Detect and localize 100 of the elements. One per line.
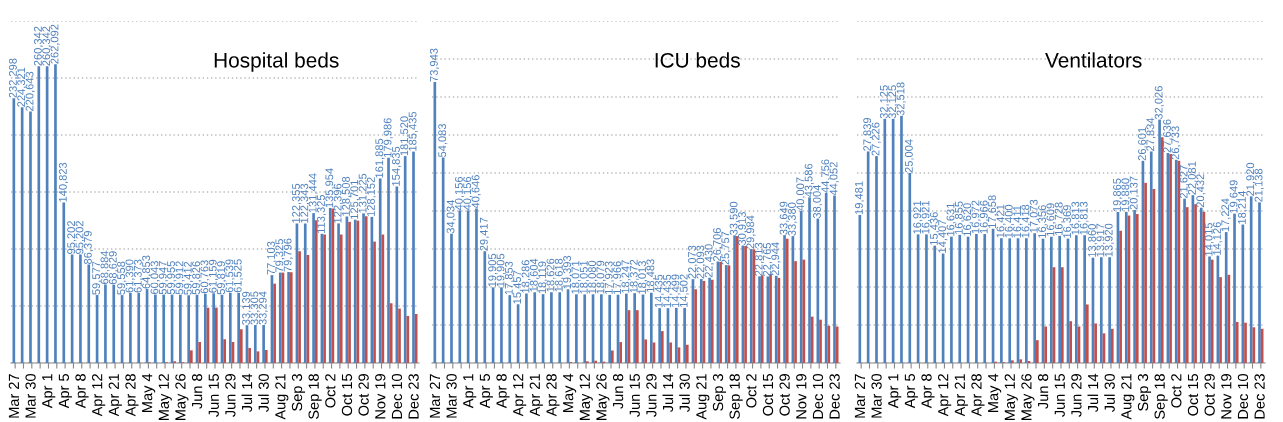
x-tick-label: May 26 xyxy=(596,374,610,421)
x-tick-label: Dec 23 xyxy=(408,374,419,419)
data-label: 44,052 xyxy=(829,162,839,196)
data-label: 18,071 xyxy=(571,260,581,294)
data-label: 16,356 xyxy=(1038,205,1048,238)
data-label: 59,947 xyxy=(158,261,168,295)
bar xyxy=(387,157,390,363)
bar xyxy=(37,66,41,363)
data-label: 95,202 xyxy=(67,221,77,254)
data-label: 232,298 xyxy=(8,58,19,98)
bar xyxy=(575,294,578,363)
x-tick-label: Apr 1 xyxy=(42,374,56,409)
data-label: 18,119 xyxy=(538,261,548,294)
x-tick-label: Jun 29 xyxy=(1071,374,1082,417)
data-label: 27,834 xyxy=(1146,117,1156,151)
bar xyxy=(273,283,276,363)
x-tick-label: Apr 1 xyxy=(888,374,902,409)
data-label: 131,444 xyxy=(308,173,318,213)
data-label: 26,601 xyxy=(1138,127,1148,161)
data-label: 14,502 xyxy=(679,274,689,308)
data-label: 79,325 xyxy=(275,239,285,272)
data-label: 33,294 xyxy=(258,291,268,325)
data-label: 32,125 xyxy=(879,85,890,119)
x-tick-label: May 26 xyxy=(1021,374,1035,421)
bar xyxy=(644,339,647,363)
data-label: 25,757 xyxy=(721,231,731,265)
x-tick-label: Apr 5 xyxy=(904,374,918,409)
x-tick-label: Oct 2 xyxy=(1171,374,1182,408)
bar xyxy=(1000,238,1003,363)
data-label: 122,343 xyxy=(300,183,310,223)
bar xyxy=(1258,202,1261,363)
data-label: 60,043 xyxy=(150,261,160,294)
data-label: 14,499 xyxy=(671,274,681,308)
bar xyxy=(239,329,243,363)
bar xyxy=(799,210,803,363)
data-label: 40,007 xyxy=(796,177,806,211)
data-label: 33,139 xyxy=(242,291,252,325)
bar xyxy=(228,292,232,363)
data-label: 179,986 xyxy=(383,118,393,157)
bar xyxy=(808,197,811,363)
x-tick-label: Jun 15 xyxy=(1054,374,1065,417)
bar xyxy=(223,339,226,363)
bar xyxy=(104,284,107,363)
bar xyxy=(298,251,301,363)
bar xyxy=(1185,207,1189,363)
bar xyxy=(1058,235,1061,363)
bar xyxy=(248,347,251,363)
data-label: 16,609 xyxy=(1046,203,1056,236)
bar xyxy=(1074,235,1078,363)
data-label: 61,159 xyxy=(208,259,218,293)
bar xyxy=(983,234,987,363)
x-tick-label: Oct 29 xyxy=(1204,374,1215,416)
bar xyxy=(1094,323,1097,363)
bar xyxy=(1061,267,1064,363)
x-tick-label: Jul 30 xyxy=(1104,373,1115,413)
bar xyxy=(403,156,407,363)
bar xyxy=(54,64,57,363)
bar xyxy=(262,325,265,363)
data-label: 32,026 xyxy=(1154,86,1164,120)
bar xyxy=(685,344,689,363)
bar xyxy=(1119,230,1122,363)
data-label: 79,796 xyxy=(283,238,293,272)
bar xyxy=(550,292,553,363)
bar xyxy=(658,308,661,363)
bar xyxy=(378,178,382,363)
bar xyxy=(12,98,16,363)
data-label: 17,966 xyxy=(613,261,623,294)
bar xyxy=(533,292,537,363)
bar xyxy=(1011,360,1014,363)
data-label: 19,649 xyxy=(1229,180,1239,213)
data-label: 15,457 xyxy=(513,270,523,304)
bar xyxy=(1083,235,1086,363)
bar xyxy=(875,156,878,363)
data-label: 22,813 xyxy=(754,242,764,276)
bar xyxy=(190,350,193,363)
x-tick-label: May 4 xyxy=(563,373,577,412)
bar xyxy=(933,245,937,363)
data-label: 22,430 xyxy=(704,244,714,278)
x-tick-label: Jul 30 xyxy=(679,373,690,413)
bar xyxy=(525,293,528,363)
data-label: 38,004 xyxy=(812,184,823,219)
bar xyxy=(600,294,603,363)
bar xyxy=(883,118,887,363)
x-tick-label: Apr 5 xyxy=(58,374,72,409)
bar xyxy=(683,307,686,363)
bar xyxy=(414,313,418,363)
data-label: 220,643 xyxy=(25,71,35,111)
data-label: 59,955 xyxy=(167,261,177,295)
data-label: 131,225 xyxy=(358,173,368,213)
x-tick-label: Mar 27 xyxy=(429,374,441,418)
x-tick-label: May 4 xyxy=(988,373,1002,412)
x-tick-label: Jul 14 xyxy=(662,373,674,413)
data-label: 26,733 xyxy=(1171,126,1181,160)
x-tick-label: Apr 8 xyxy=(921,374,935,409)
x-tick-label: Sep 18 xyxy=(308,374,322,419)
x-tick-label: Apr 28 xyxy=(125,374,139,417)
data-label: 33,380 xyxy=(787,202,798,236)
data-label: 22,765 xyxy=(763,242,773,276)
data-label: 73,943 xyxy=(429,48,440,82)
bar xyxy=(1135,214,1139,363)
